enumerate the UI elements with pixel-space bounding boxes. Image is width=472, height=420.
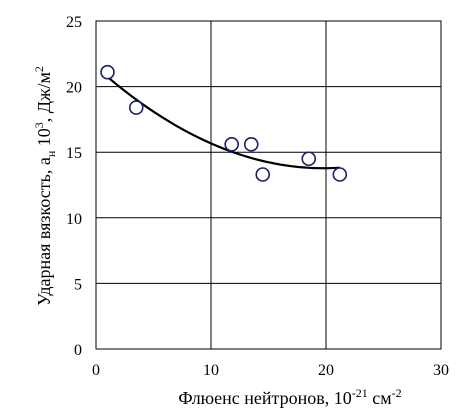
data-point [224, 137, 239, 152]
trend-line [106, 76, 340, 170]
data-point [128, 100, 144, 115]
plot-frame [95, 20, 442, 350]
x-tick-label: 20 [318, 362, 334, 379]
data-point [332, 167, 348, 182]
y-tick-label: 0 [74, 342, 82, 359]
data-point [243, 137, 259, 152]
data-point [301, 151, 317, 167]
x-tick-label: 10 [203, 362, 219, 379]
y-tick-labels: 0 5 10 15 20 25 [66, 14, 82, 359]
x-tick-label: 30 [433, 362, 449, 379]
y-tick-label: 5 [74, 276, 82, 293]
y-tick-label: 15 [66, 145, 82, 162]
grid [96, 21, 441, 349]
plot-border [95, 20, 442, 350]
y-tick-label: 20 [66, 80, 82, 97]
trend-curve [106, 76, 340, 170]
x-tick-labels: 0 10 20 30 [92, 362, 449, 379]
x-axis-title: Флюенс нейтронов, 10-21 см-2 [178, 386, 401, 408]
x-tick-label: 0 [92, 362, 100, 379]
data-points [100, 64, 348, 182]
data-point [255, 167, 271, 182]
y-tick-label: 10 [66, 211, 82, 228]
y-axis-title: Ударная вязкость, aн 103, Дж/м2 [32, 66, 58, 306]
data-point [100, 64, 115, 80]
y-tick-label: 25 [66, 14, 82, 31]
